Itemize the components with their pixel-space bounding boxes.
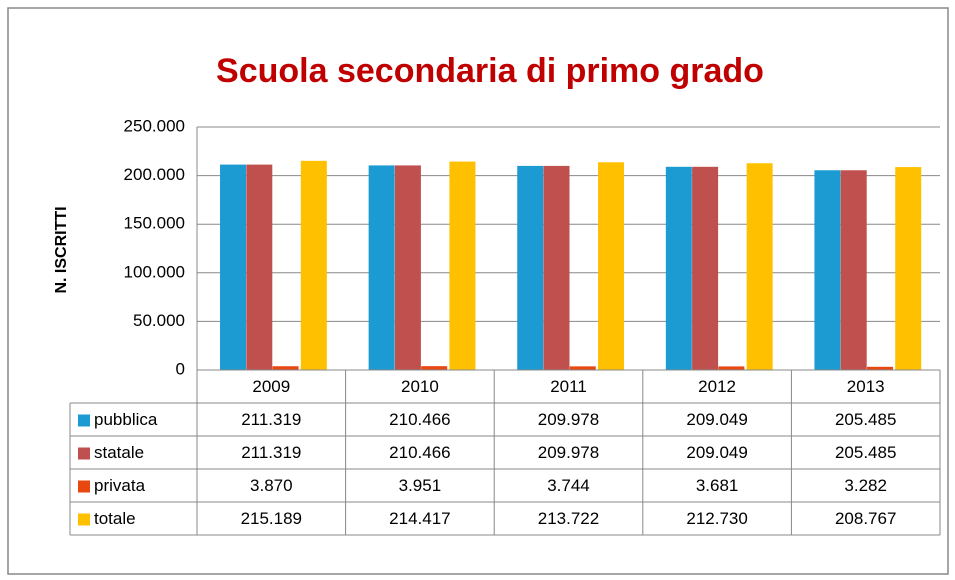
table-value: 209.049: [686, 443, 747, 462]
bar: [665, 166, 692, 370]
x-tick-label: 2009: [252, 377, 290, 396]
y-tick-label: 100.000: [124, 262, 185, 281]
table-value: 3.870: [250, 476, 293, 495]
table-value: 211.319: [241, 443, 301, 462]
table-value: 215.189: [241, 509, 302, 528]
y-axis-title: N. ISCRITTI: [53, 206, 70, 293]
legend-label: privata: [94, 476, 146, 495]
legend-label: totale: [94, 509, 136, 528]
x-tick-label: 2011: [550, 377, 587, 396]
bar: [368, 165, 395, 370]
bar: [449, 161, 476, 370]
table-value: 210.466: [389, 443, 450, 462]
x-tick-label: 2010: [401, 377, 439, 396]
legend-swatch: [78, 513, 90, 526]
table-value: 3.681: [696, 476, 739, 495]
table-value: 3.951: [399, 476, 442, 495]
table-value: 210.466: [389, 410, 450, 429]
legend-label: statale: [94, 443, 144, 462]
table-value: 209.978: [538, 410, 599, 429]
y-tick-label: 150.000: [124, 214, 185, 233]
bar: [421, 366, 448, 370]
bar: [746, 163, 773, 370]
bar: [517, 165, 544, 370]
table-value: 211.319: [241, 410, 301, 429]
legend-swatch: [78, 414, 90, 427]
bar: [866, 366, 893, 370]
chart-title: Scuola secondaria di primo grado: [216, 52, 764, 90]
bar: [598, 162, 625, 370]
bar: [814, 170, 841, 370]
y-tick-label: 0: [176, 359, 185, 378]
bar: [300, 160, 327, 370]
bar: [220, 164, 247, 370]
y-tick-label: 250.000: [124, 116, 185, 135]
table-value: 208.767: [835, 509, 896, 528]
legend-label: pubblica: [94, 410, 158, 429]
table-value: 213.722: [538, 509, 599, 528]
table-value: 209.049: [686, 410, 747, 429]
bar: [718, 366, 745, 370]
table-value: 214.417: [389, 509, 450, 528]
bar: [692, 166, 719, 370]
table-value: 205.485: [835, 410, 896, 429]
table-value: 3.744: [547, 476, 590, 495]
bar: [895, 167, 922, 370]
y-tick-label: 50.000: [133, 311, 185, 330]
chart-border: [7, 7, 949, 575]
table-value: 209.978: [538, 443, 599, 462]
bar: [272, 366, 299, 370]
table-value: 205.485: [835, 443, 896, 462]
legend-swatch: [78, 447, 90, 460]
y-tick-label: 200.000: [124, 165, 185, 184]
bar: [569, 366, 596, 370]
x-tick-label: 2013: [847, 377, 885, 396]
bar: [246, 164, 273, 370]
bar: [840, 170, 867, 370]
x-tick-label: 2012: [698, 377, 736, 396]
table-value: 212.730: [686, 509, 747, 528]
table-value: 3.282: [844, 476, 887, 495]
bar: [543, 165, 570, 370]
bar: [394, 165, 421, 370]
legend-swatch: [78, 480, 90, 493]
